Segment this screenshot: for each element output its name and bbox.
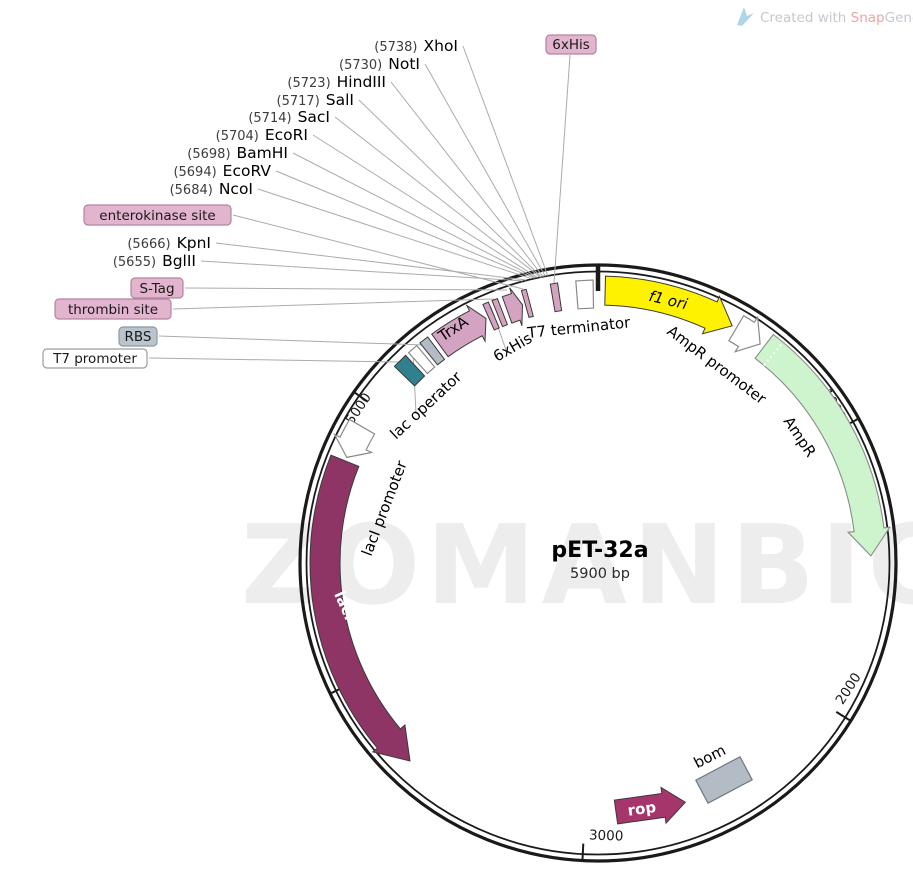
svg-text:T7 promoter: T7 promoter	[52, 351, 137, 367]
badge-enterokinase[interactable]: enterokinase site	[83, 204, 232, 226]
feature-laci-promoter[interactable]	[333, 418, 376, 459]
snapgene-credit: Created with SnapGene®	[737, 7, 913, 26]
badge-thrombin[interactable]: thrombin site	[54, 298, 172, 320]
svg-text:S-Tag: S-Tag	[139, 281, 174, 297]
svg-text:6xHis: 6xHis	[552, 37, 590, 53]
svg-text:RBS: RBS	[125, 329, 152, 345]
tick-marks	[330, 391, 859, 860]
site-label-hindiii[interactable]: (5723) HindIII	[287, 73, 386, 91]
feature-lac-operator[interactable]	[407, 344, 436, 375]
site-label-kpni[interactable]: (5666) KpnI	[127, 234, 211, 252]
feature-label-rop: rop	[626, 798, 657, 820]
feature-rop[interactable]: rop	[613, 784, 687, 829]
site-label-saci[interactable]: (5714) SacI	[248, 108, 330, 126]
svg-text:thrombin site: thrombin site	[68, 302, 158, 318]
feature-rbs[interactable]	[419, 336, 446, 366]
feature-ampr-promoter[interactable]	[728, 314, 761, 353]
feature-his6-cterm[interactable]	[549, 282, 563, 313]
badge-rbs[interactable]: RBS	[118, 326, 158, 347]
site-label-ecorv[interactable]: (5694) EcoRV	[173, 162, 271, 180]
restriction-site-labels: (5738) XhoI (5730) NotI (5723) HindIII (571…	[113, 37, 458, 270]
tick-3000	[581, 843, 585, 860]
feature-trxa[interactable]	[431, 304, 487, 358]
feature-thrombin-site[interactable]	[491, 297, 509, 328]
leader-lines	[148, 45, 571, 415]
feature-laci[interactable]	[309, 454, 411, 762]
tick-5000	[354, 391, 369, 403]
feature-label-t7-terminator[interactable]: T7 terminator	[526, 313, 632, 342]
snapgene-logo-icon	[737, 7, 754, 26]
feature-ampr[interactable]	[754, 333, 891, 557]
watermark-text: ZOMANBIO	[241, 501, 913, 629]
site-label-bamhi[interactable]: (5698) BamHI	[187, 144, 288, 162]
plasmid-name: pET-32a	[551, 538, 648, 563]
feature-enterokinase-site[interactable]	[520, 288, 534, 318]
tick-2000	[835, 711, 851, 722]
site-label-noti[interactable]: (5730) NotI	[339, 55, 420, 73]
site-label-ncoi[interactable]: (5684) NcoI	[170, 180, 253, 198]
badge-his6-top[interactable]: 6xHis	[545, 34, 597, 55]
site-label-sali[interactable]: (5717) SalI	[277, 91, 354, 109]
site-label-bglii[interactable]: (5655) BglII	[113, 252, 196, 270]
credit-text: Created with SnapGene®	[760, 10, 913, 26]
svg-text:enterokinase site: enterokinase site	[99, 208, 215, 224]
feature-label-lac-operator[interactable]: lac operator	[386, 367, 465, 443]
feature-f1-ori[interactable]	[604, 275, 733, 335]
feature-t7-terminator[interactable]	[575, 279, 595, 310]
feature-t7-promoter[interactable]	[393, 354, 426, 387]
badge-t7-promoter[interactable]: T7 promoter	[42, 348, 148, 369]
feature-stag[interactable]	[501, 287, 524, 327]
tick-label-3000: 3000	[589, 827, 624, 844]
feature-his6-internal[interactable]	[482, 301, 500, 331]
badge-stag[interactable]: S-Tag	[130, 277, 184, 299]
site-label-xhoi[interactable]: (5738) XhoI	[374, 37, 458, 55]
plasmid-size: 5900 bp	[570, 566, 630, 582]
site-label-ecori[interactable]: (5704) EcoRI	[216, 126, 308, 144]
tick-label-5000: 5000	[342, 390, 374, 427]
feature-bom[interactable]	[695, 755, 753, 805]
